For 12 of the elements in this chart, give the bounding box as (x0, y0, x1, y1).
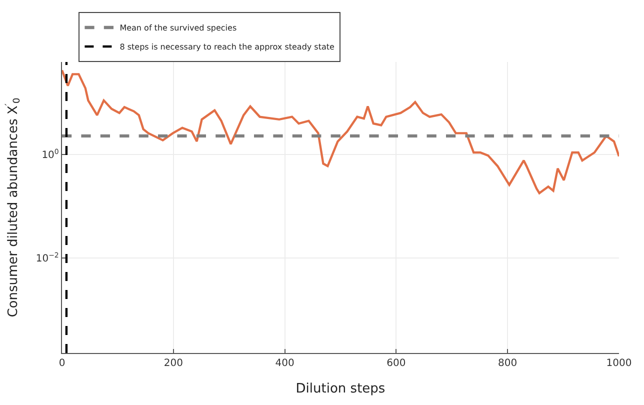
x-axis-title: Dilution steps (296, 382, 386, 397)
x-tick-label: 400 (275, 358, 294, 370)
y-tick-label: 10$^{0}$ (42, 148, 59, 162)
x-tick-label: 600 (386, 358, 406, 370)
legend-label: 8 steps is necessary to reach the approx steady state (120, 42, 335, 52)
x-tick-label: 200 (164, 358, 183, 370)
x-tick-label: 800 (498, 358, 518, 370)
y-tick-label: 10$^{−2}$ (36, 251, 59, 264)
legend-label: Mean of the survived species (120, 24, 237, 33)
line-series (62, 69, 619, 194)
x-tick-label: 0 (58, 358, 66, 370)
x-tick-label: 1000 (606, 358, 632, 370)
